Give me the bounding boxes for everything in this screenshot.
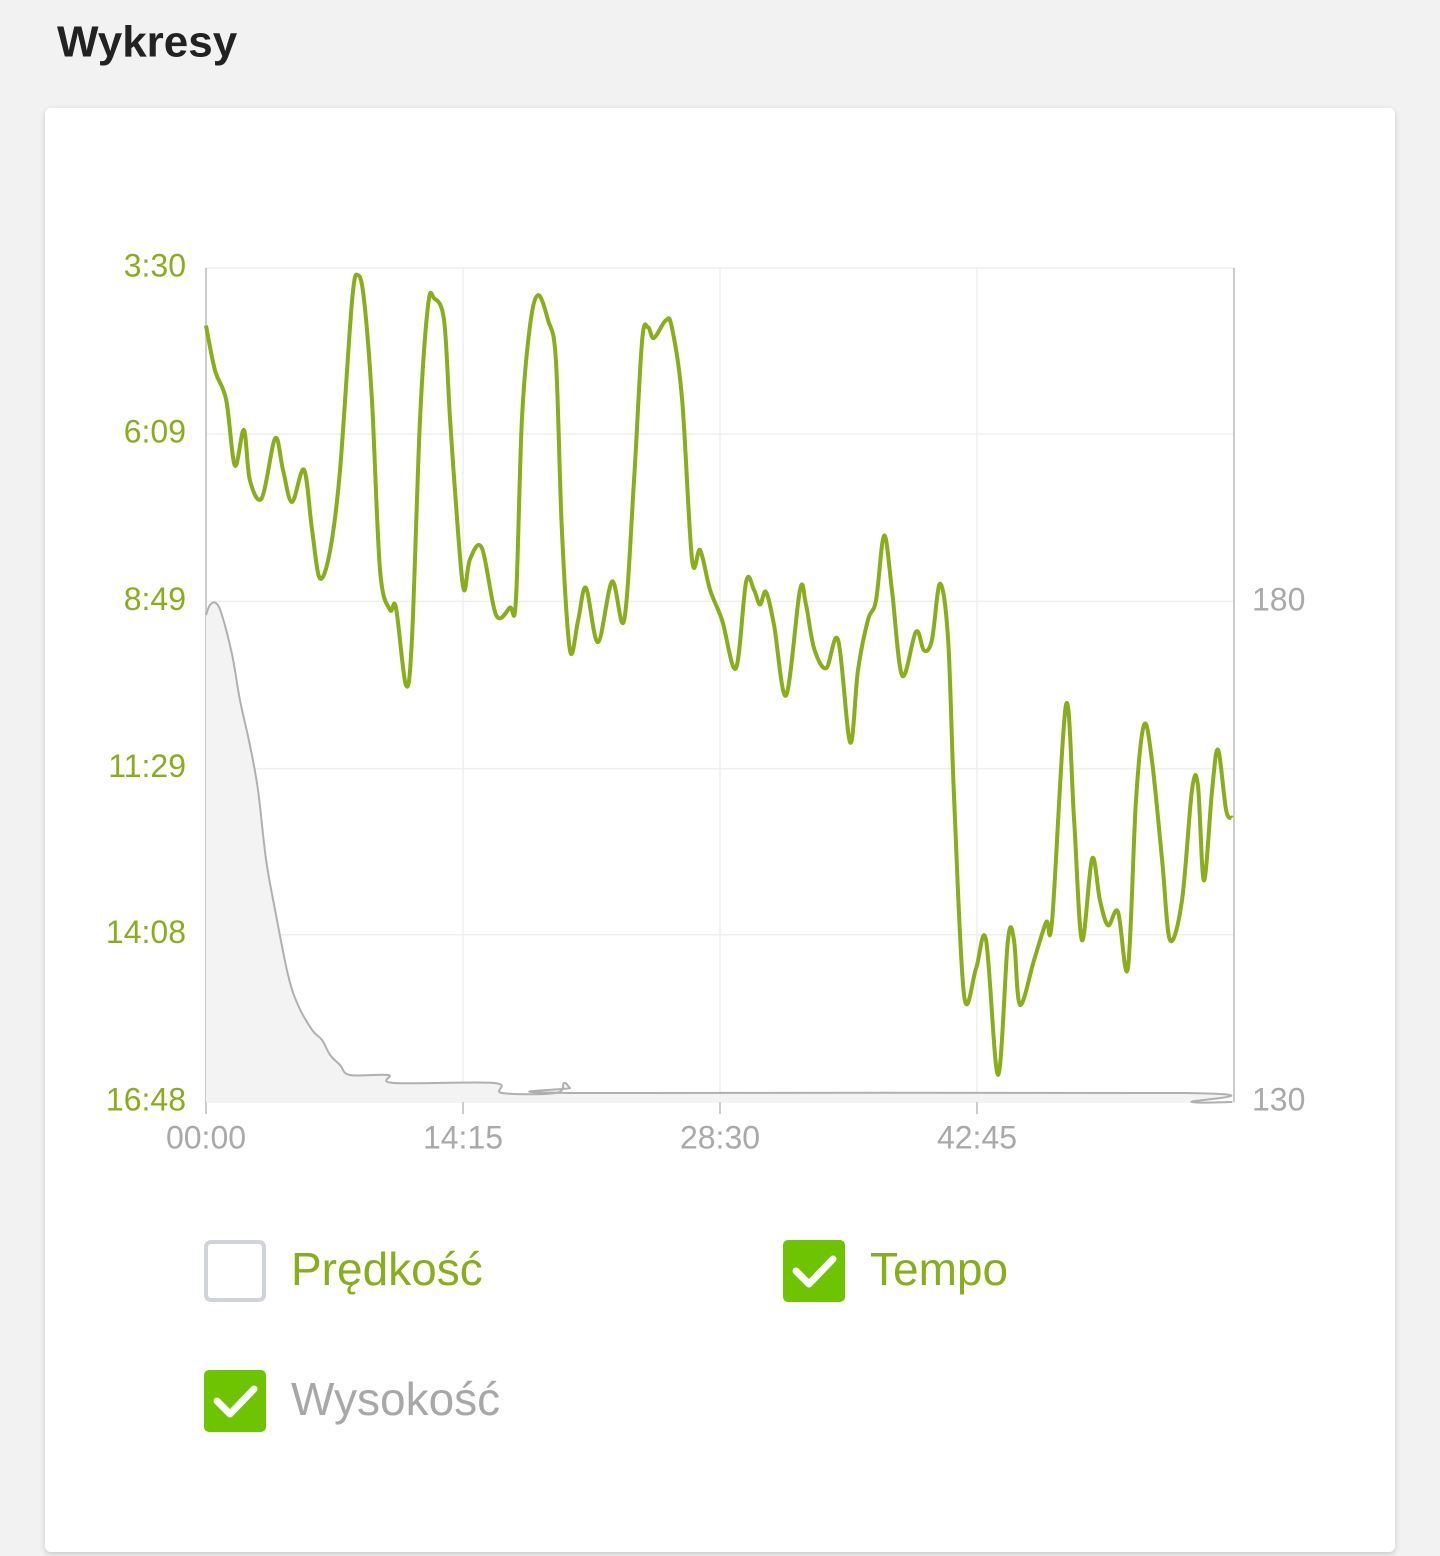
y-tick-label: 6:09 [124,414,186,450]
legend-label[interactable]: Tempo [870,1243,1008,1295]
checkbox[interactable] [204,1240,266,1302]
x-tick-label: 42:45 [937,1119,1017,1155]
x-tick-label: 28:30 [680,1119,760,1155]
y-tick-label: 8:49 [124,581,186,617]
legend-label[interactable]: Prędkość [291,1243,483,1295]
x-tick-label: 14:15 [423,1119,503,1155]
checkmark [792,1255,837,1288]
y-tick-label: 3:30 [124,247,186,283]
checkmark [213,1385,258,1418]
y-tick-label: 16:48 [106,1081,186,1117]
y2-tick-label: 180 [1252,581,1305,617]
x-tick-label: 00:00 [166,1119,246,1155]
series-line [204,272,1234,1077]
legend-label[interactable]: Wysokość [291,1373,500,1425]
checkbox[interactable] [204,1370,266,1432]
y-tick-label: 14:08 [106,914,186,950]
y-tick-label: 11:29 [108,748,186,784]
section-title: Wykresy [57,18,238,67]
checkbox[interactable] [783,1240,845,1302]
area-fill [206,602,1233,1103]
y2-tick-label: 130 [1252,1081,1305,1117]
series-line [205,601,1233,1104]
